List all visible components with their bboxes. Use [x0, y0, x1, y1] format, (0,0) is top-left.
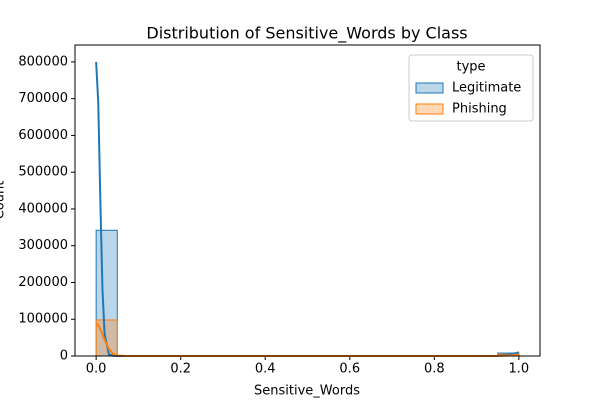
legend-swatch: [415, 82, 444, 94]
y-tick-label: 700000: [18, 91, 68, 106]
legend-swatch: [415, 103, 444, 115]
y-tick-label: 500000: [18, 165, 68, 180]
y-tick-label: 0: [60, 349, 68, 364]
chart-title: Distribution of Sensitive_Words by Class: [146, 24, 467, 44]
y-tick-label: 100000: [18, 312, 68, 327]
legend-label: Phishing: [452, 102, 507, 117]
x-tick-label: 0.8: [424, 362, 445, 377]
y-axis-label: Count: [0, 181, 8, 220]
y-tick-label: 400000: [18, 201, 68, 216]
plot-frame: [74, 44, 541, 357]
legend-title: type: [456, 60, 485, 75]
x-axis-label: Sensitive_Words: [254, 384, 360, 399]
x-tick-label: 0.2: [170, 362, 191, 377]
y-tick-label: 800000: [18, 54, 68, 69]
x-tick-label: 0.0: [86, 362, 107, 377]
y-tick-label: 300000: [18, 238, 68, 253]
legend-label: Legitimate: [452, 81, 521, 96]
x-tick-label: 1.0: [509, 362, 530, 377]
x-tick-label: 0.6: [339, 362, 360, 377]
y-tick-label: 200000: [18, 275, 68, 290]
kde-line: [95, 322, 519, 357]
x-tick-label: 0.4: [255, 362, 276, 377]
y-tick-label: 600000: [18, 128, 68, 143]
